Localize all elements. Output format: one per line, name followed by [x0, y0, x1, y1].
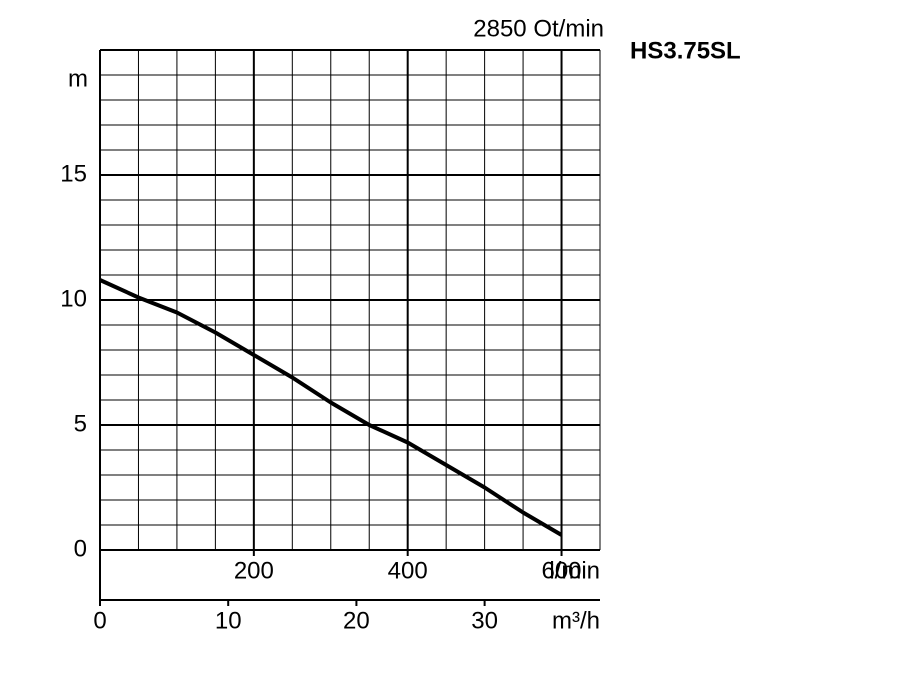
y-tick-label: 5	[74, 410, 87, 437]
x-tick-label: 400	[388, 557, 428, 584]
x2-tick-label: 10	[215, 607, 242, 634]
chart-title: HS3.75SL	[630, 37, 741, 64]
y-tick-label: 15	[60, 160, 87, 187]
x2-tick-label: 30	[471, 607, 498, 634]
x2-tick-label: 20	[343, 607, 370, 634]
pump-curve	[99, 278, 563, 537]
x2-axis-label: m³/h	[552, 607, 600, 634]
chart-subtitle: 2850 Ot/min	[473, 15, 604, 42]
x2-tick-label: 0	[93, 607, 106, 634]
x-axis-label: l/min	[549, 557, 600, 584]
x-tick-label: 600	[541, 557, 581, 584]
y-axis-label: m	[68, 65, 88, 92]
y-tick-label: 10	[60, 285, 87, 312]
y-tick-label: 0	[74, 535, 87, 562]
x-tick-label: 200	[234, 557, 274, 584]
